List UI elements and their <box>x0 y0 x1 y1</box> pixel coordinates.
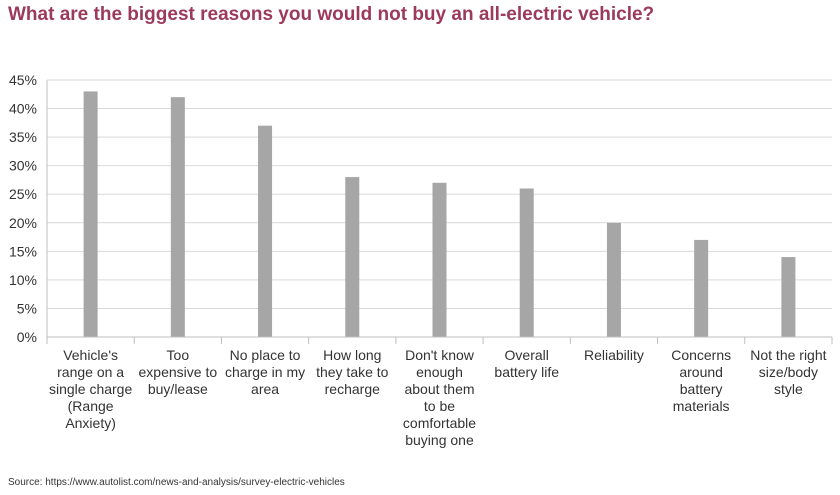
bar <box>345 177 360 337</box>
chart-title: What are the biggest reasons you would n… <box>8 4 655 25</box>
bar <box>258 125 273 337</box>
source-note: Source: https://www.autolist.com/news-an… <box>8 477 345 488</box>
y-tick-label: 10% <box>9 272 37 288</box>
x-tick-label: Overall battery life <box>494 347 559 380</box>
bar <box>432 182 447 337</box>
bar <box>694 239 709 337</box>
x-tick-label: Concerns around battery materials <box>671 347 731 414</box>
bar <box>83 91 98 337</box>
y-tick-label: 35% <box>9 129 37 145</box>
y-tick-label: 25% <box>9 186 37 202</box>
y-tick-label: 0% <box>17 329 37 345</box>
bar <box>519 188 534 337</box>
y-tick-label: 30% <box>9 158 37 174</box>
x-tick-label: No place to charge in my area <box>225 347 305 397</box>
bar <box>781 257 796 337</box>
bar <box>170 97 185 337</box>
y-tick-label: 40% <box>9 101 37 117</box>
x-tick-label: How long they take to recharge <box>316 347 389 397</box>
x-tick-label: Reliability <box>584 347 644 363</box>
x-tick-label: Not the right size/body style <box>750 347 826 397</box>
x-tick-label: Vehicle's range on a single charge (Range An… <box>49 347 132 431</box>
bar <box>606 222 621 337</box>
x-tick-label: Don't know enough about them to be comfortab… <box>403 347 476 448</box>
y-tick-label: 15% <box>9 243 37 259</box>
x-tick-label: Too expensive to buy/lease <box>139 347 218 397</box>
y-tick-label: 20% <box>9 215 37 231</box>
y-tick-label: 45% <box>9 72 37 88</box>
y-tick-label: 5% <box>17 300 37 316</box>
